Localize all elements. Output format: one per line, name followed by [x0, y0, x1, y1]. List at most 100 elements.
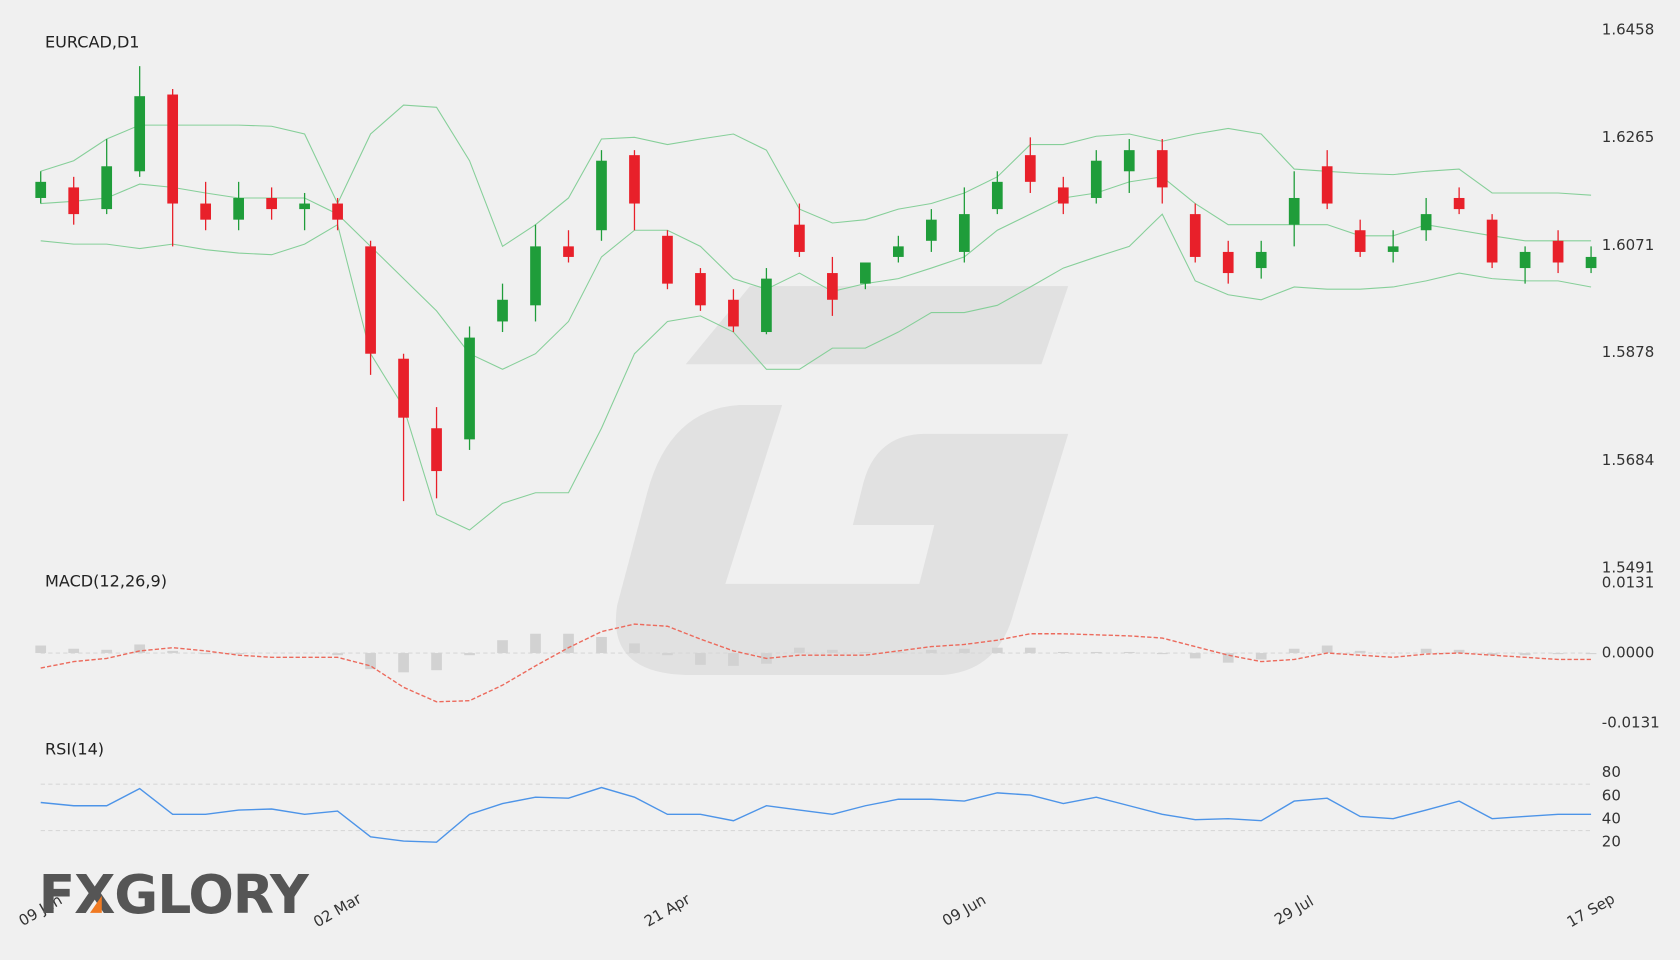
candle-body	[827, 273, 838, 300]
y-tick-label: 1.6458	[1602, 21, 1655, 39]
candle-body	[662, 235, 673, 284]
y-tick-label: 20	[1602, 833, 1621, 851]
macd-bar	[991, 647, 1003, 654]
candle-body	[1024, 155, 1036, 182]
y-tick-label: 0.0131	[1602, 573, 1655, 591]
y-tick-label: 1.5878	[1602, 343, 1655, 361]
candle-body	[431, 428, 442, 472]
candle-body	[1057, 187, 1069, 204]
macd-bar	[563, 633, 574, 654]
candle-body	[728, 299, 739, 327]
macd-bar	[1156, 653, 1168, 655]
candle-body	[167, 94, 179, 204]
macd-bar	[1189, 653, 1201, 659]
macd-bar	[1090, 651, 1102, 654]
candle-body	[958, 214, 970, 252]
macd-bar	[167, 650, 179, 654]
candle-body	[1453, 197, 1465, 210]
band-line	[40, 176, 1592, 370]
candle-body	[925, 219, 937, 241]
band-line	[40, 213, 1592, 531]
candle-body	[1552, 240, 1564, 263]
panel-title: MACD(12,26,9)	[45, 571, 167, 590]
y-tick-label: 1.5491	[1602, 558, 1655, 576]
candle-body	[991, 181, 1003, 210]
macd-bar	[233, 653, 244, 655]
candle-body	[860, 262, 871, 284]
candle-body	[1123, 150, 1135, 172]
macd-bar	[332, 653, 343, 656]
y-tick-label: 80	[1602, 763, 1621, 781]
macd-bar	[1024, 647, 1036, 654]
macd-bar	[860, 651, 871, 654]
watermark	[615, 286, 1069, 675]
candle-body	[332, 203, 343, 220]
macd-bar	[1057, 651, 1069, 654]
y-tick-label: 0.0000	[1602, 644, 1655, 662]
signal-line	[40, 623, 1592, 703]
candle-body	[464, 337, 475, 440]
candle-body	[266, 197, 277, 210]
band-line	[40, 104, 1592, 248]
macd-bar	[629, 643, 640, 654]
y-tick-label: 1.6265	[1602, 128, 1655, 146]
macd-bar	[1420, 648, 1432, 654]
candle-body	[1222, 251, 1234, 274]
macd-bar	[365, 653, 376, 670]
macd-bar	[827, 649, 838, 654]
candle-body	[1090, 160, 1102, 198]
macd-bar	[497, 640, 508, 654]
macd-bar	[1552, 653, 1564, 655]
macd-bar	[530, 633, 541, 654]
rsi-line	[40, 786, 1592, 843]
candle-body	[695, 273, 706, 306]
candle-body	[497, 299, 508, 322]
macd-bar	[35, 645, 47, 654]
macd-bar	[464, 653, 475, 656]
logo: FXGLORY	[39, 863, 310, 926]
panel-title: EURCAD,D1	[45, 32, 140, 51]
candle-body	[68, 187, 80, 215]
candle-body	[794, 224, 805, 252]
watermark-bar	[685, 286, 1069, 365]
candle-body	[1288, 197, 1300, 225]
candle-body	[1519, 251, 1531, 269]
candle-body	[233, 197, 244, 220]
candle-body	[1156, 150, 1168, 188]
macd-bar	[200, 653, 212, 655]
candle-body	[365, 246, 376, 354]
macd-bar	[1519, 653, 1531, 656]
candle-body	[398, 358, 409, 418]
macd-bar	[596, 636, 607, 654]
watermark-shape	[615, 405, 1069, 675]
candle-body	[1255, 251, 1267, 269]
macd-bar	[662, 653, 673, 656]
macd-bar	[728, 653, 739, 666]
candle-body	[299, 203, 310, 210]
macd-bar	[1222, 653, 1234, 663]
y-tick-label: 1.6071	[1602, 236, 1655, 254]
candle-body	[530, 246, 541, 306]
macd-bar	[431, 653, 442, 671]
candle-body	[1189, 214, 1201, 257]
candle-body	[629, 155, 640, 204]
candle-body	[1387, 246, 1399, 252]
y-tick-label: 40	[1602, 809, 1621, 827]
candle-body	[1321, 166, 1333, 204]
y-tick-label: 1.5684	[1602, 451, 1655, 469]
candle-body	[134, 96, 146, 172]
macd-bar	[1453, 649, 1465, 654]
candle-body	[596, 160, 607, 231]
candle-body	[1354, 230, 1366, 252]
macd-bar	[1585, 653, 1597, 655]
macd-bar	[134, 644, 146, 654]
candle-body	[1420, 214, 1432, 231]
macd-bar	[1354, 650, 1366, 654]
macd-bar	[1255, 653, 1267, 660]
macd-bar	[958, 648, 970, 654]
candle-body	[563, 246, 574, 257]
macd-bar	[398, 653, 409, 673]
macd-bar	[1288, 648, 1300, 654]
